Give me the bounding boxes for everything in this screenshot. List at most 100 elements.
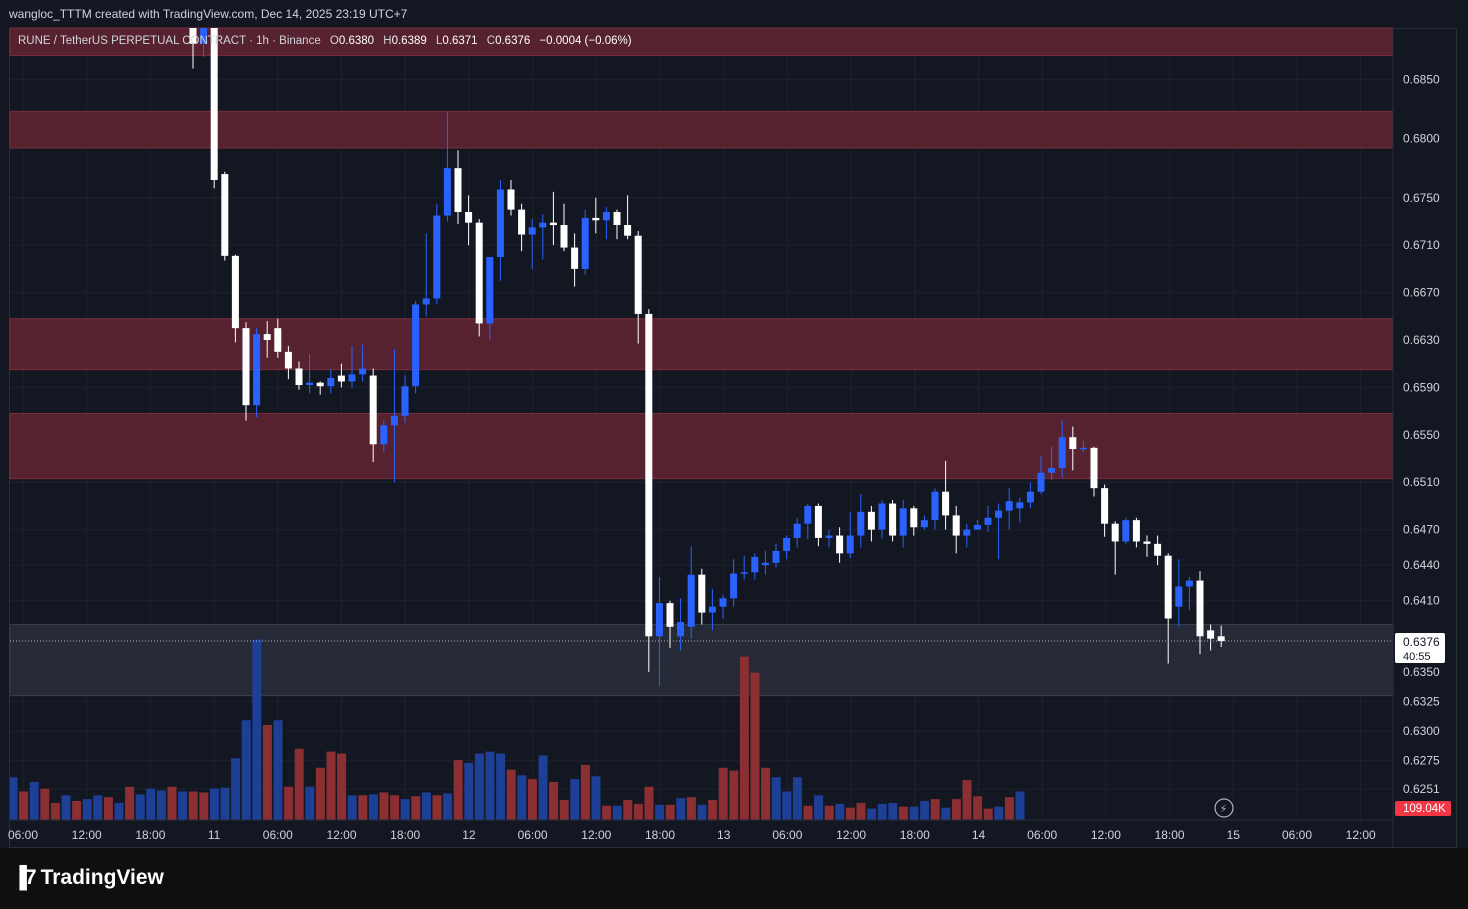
candle-body[interactable] xyxy=(719,598,727,607)
candle-body[interactable] xyxy=(995,510,1003,518)
candle-body[interactable] xyxy=(857,511,865,536)
candle-body[interactable] xyxy=(274,328,282,352)
candle-body[interactable] xyxy=(443,168,451,216)
candle-body[interactable] xyxy=(475,222,483,324)
candle-body[interactable] xyxy=(539,222,547,228)
candle-body[interactable] xyxy=(645,313,653,637)
candle-body[interactable] xyxy=(793,523,801,538)
candle-body[interactable] xyxy=(327,377,335,387)
candle-body[interactable] xyxy=(1132,520,1140,542)
candle-body[interactable] xyxy=(1143,541,1151,544)
candle-body[interactable] xyxy=(963,529,971,536)
candle-body[interactable] xyxy=(666,603,674,627)
candle-body[interactable] xyxy=(1090,447,1098,489)
candle-body[interactable] xyxy=(507,189,515,210)
candle-body[interactable] xyxy=(613,212,621,226)
candle-body[interactable] xyxy=(359,368,367,375)
candle-body[interactable] xyxy=(284,351,292,369)
candle-body[interactable] xyxy=(528,227,536,235)
candle-body[interactable] xyxy=(1164,555,1172,619)
candle-body[interactable] xyxy=(984,517,992,525)
candle-body[interactable] xyxy=(814,505,822,538)
candle-body[interactable] xyxy=(730,573,738,599)
candle-body[interactable] xyxy=(348,374,356,382)
candle-body[interactable] xyxy=(253,334,261,406)
candle-body[interactable] xyxy=(571,247,579,269)
candle-body[interactable] xyxy=(687,574,695,627)
candle-body[interactable] xyxy=(316,382,324,387)
candle-body[interactable] xyxy=(1111,523,1119,542)
candle-body[interactable] xyxy=(677,622,685,637)
candle-body[interactable] xyxy=(433,215,441,299)
candle-body[interactable] xyxy=(602,212,610,221)
candle-body[interactable] xyxy=(390,415,398,426)
candle-body[interactable] xyxy=(1122,520,1130,542)
candle-body[interactable] xyxy=(1048,468,1056,473)
candle-body[interactable] xyxy=(221,174,229,256)
candle-body[interactable] xyxy=(496,189,504,258)
candle-body[interactable] xyxy=(1175,586,1183,607)
candle-body[interactable] xyxy=(1058,437,1066,468)
candle-body[interactable] xyxy=(772,550,780,563)
candle-body[interactable] xyxy=(1005,501,1013,511)
candle-body[interactable] xyxy=(867,511,875,530)
candle-body[interactable] xyxy=(295,368,303,386)
candle-body[interactable] xyxy=(740,572,748,574)
candle-body[interactable] xyxy=(454,168,462,212)
candle-body[interactable] xyxy=(369,375,377,445)
candle-body[interactable] xyxy=(1069,437,1077,450)
candle-body[interactable] xyxy=(1207,630,1215,639)
candle-body[interactable] xyxy=(634,235,642,314)
candle-body[interactable] xyxy=(804,505,812,524)
candle-body[interactable] xyxy=(698,574,706,613)
candle-body[interactable] xyxy=(200,20,208,44)
candle-body[interactable] xyxy=(825,535,833,538)
candle-body[interactable] xyxy=(465,212,473,223)
tradingview-logo[interactable]: ▐7 TradingView xyxy=(12,866,164,890)
candle-body[interactable] xyxy=(401,386,409,416)
candle-body[interactable] xyxy=(560,225,568,248)
candle-body[interactable] xyxy=(1079,447,1087,450)
candle-body[interactable] xyxy=(518,209,526,235)
candle-body[interactable] xyxy=(910,508,918,528)
candle-body[interactable] xyxy=(761,562,769,566)
lightning-button[interactable] xyxy=(1214,798,1234,818)
candlestick-chart[interactable]: 0.6850 0.6800 0.6750 0.6710 0.6670 0.6630 0.65… xyxy=(0,0,1468,848)
candle-body[interactable] xyxy=(337,375,345,382)
candle-body[interactable] xyxy=(581,217,589,269)
candle-body[interactable] xyxy=(624,225,632,236)
candle-body[interactable] xyxy=(242,328,250,406)
candle-body[interactable] xyxy=(422,298,430,305)
candle-body[interactable] xyxy=(306,382,314,386)
candle-body[interactable] xyxy=(263,334,271,340)
candle-body[interactable] xyxy=(592,217,600,221)
candle-body[interactable] xyxy=(751,556,759,573)
candle-body[interactable] xyxy=(1037,472,1045,492)
candle-body[interactable] xyxy=(836,535,844,554)
candle-body[interactable] xyxy=(931,491,939,521)
candle-body[interactable] xyxy=(942,491,950,516)
candle-body[interactable] xyxy=(952,515,960,536)
candle-body[interactable] xyxy=(1101,488,1109,524)
candle-body[interactable] xyxy=(412,304,420,387)
candle-body[interactable] xyxy=(1217,636,1225,642)
candle-body[interactable] xyxy=(1185,580,1193,587)
candle-body[interactable] xyxy=(210,0,218,181)
candle-body[interactable] xyxy=(1016,502,1024,509)
candle-body[interactable] xyxy=(708,606,716,613)
candle-body[interactable] xyxy=(973,524,981,530)
candle-body[interactable] xyxy=(878,503,886,530)
candle-body[interactable] xyxy=(1154,543,1162,556)
candle-body[interactable] xyxy=(783,537,791,551)
candle-body[interactable] xyxy=(846,535,854,554)
candle-body[interactable] xyxy=(920,520,928,528)
candle-body[interactable] xyxy=(380,425,388,445)
candle-body[interactable] xyxy=(899,508,907,536)
candle-body[interactable] xyxy=(889,503,897,536)
candle-body[interactable] xyxy=(1196,580,1204,637)
candle-body[interactable] xyxy=(1026,491,1034,503)
candle-body[interactable] xyxy=(486,257,494,324)
candle-body[interactable] xyxy=(231,255,239,329)
symbol-label[interactable]: RUNE / TetherUS PERPETUAL CONTRACT · 1h … xyxy=(18,35,321,47)
candle-body[interactable] xyxy=(655,603,663,637)
